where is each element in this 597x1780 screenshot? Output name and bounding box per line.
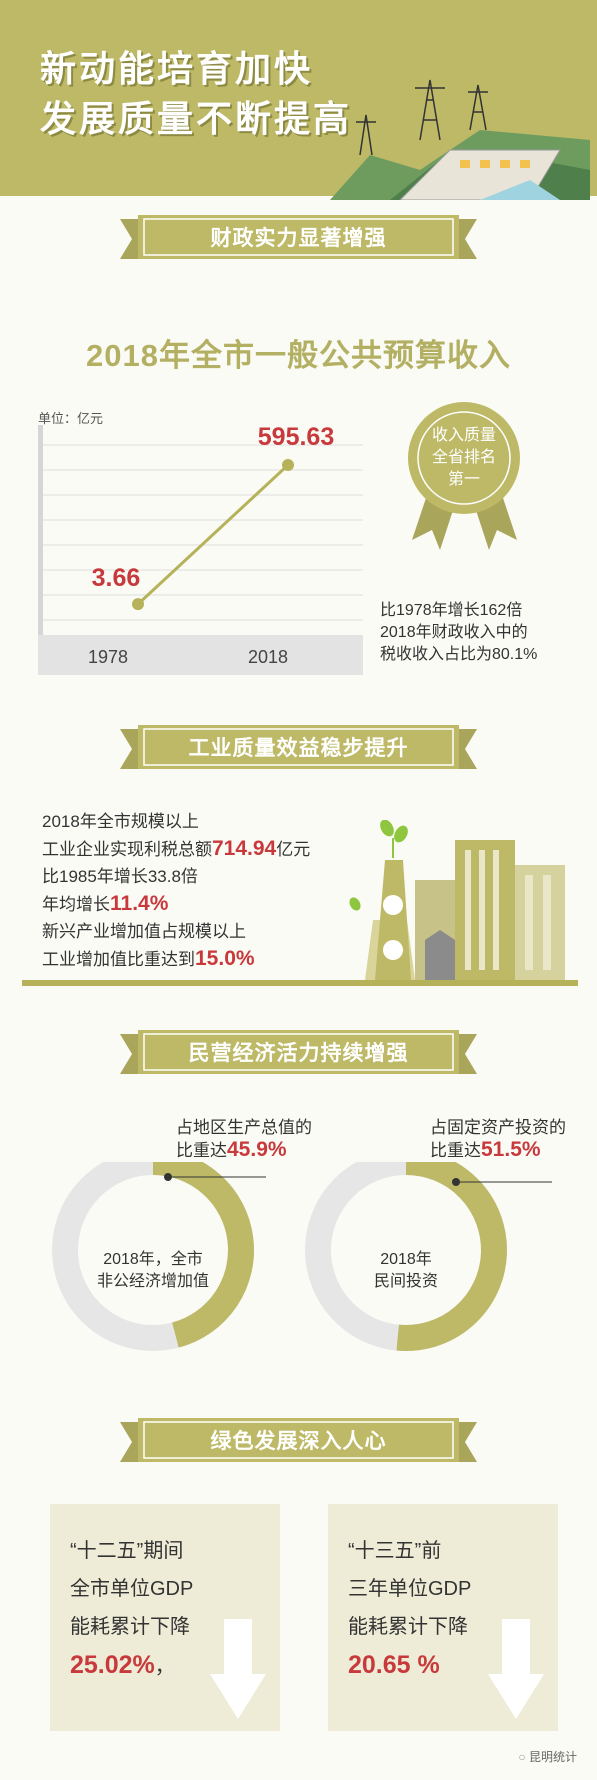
factory-illustration bbox=[349, 820, 565, 980]
section2-baseline bbox=[22, 980, 578, 986]
section4-banner: 绿色发展深入人心 bbox=[120, 1418, 477, 1466]
donut1-center-label: 2018年，全市 非公经济增加值 bbox=[73, 1249, 233, 1293]
section2-banner-label: 工业质量效益稳步提升 bbox=[188, 737, 409, 760]
card1-line3: 能耗累计下降 bbox=[70, 1616, 190, 1638]
donut2-center-line2: 民间投资 bbox=[373, 1273, 438, 1290]
card2-line3: 能耗累计下降 bbox=[348, 1616, 468, 1638]
donut1-value: 45.9% bbox=[227, 1138, 287, 1161]
card2-value: 20.65 % bbox=[348, 1651, 440, 1679]
section2-banner: 工业质量效益稳步提升 bbox=[120, 725, 477, 773]
note-line3: 税收收入占比为80.1% bbox=[380, 646, 538, 663]
donut2-chart bbox=[305, 1162, 552, 1351]
chart-unit-label: 单位：亿元 bbox=[38, 411, 104, 426]
value-label-1978: 3.66 bbox=[92, 564, 141, 592]
card1-line2: 全市单位GDP bbox=[70, 1578, 194, 1600]
donut1-caption-line2: 比重达45.9% bbox=[176, 1138, 287, 1161]
card1-value-row: 25.02%， bbox=[70, 1651, 175, 1679]
industry-line5: 新兴产业增加值占规模以上 bbox=[42, 922, 246, 941]
wechat-icon: ○ bbox=[518, 1750, 526, 1764]
donut2-arc bbox=[396, 1162, 507, 1351]
card2-value-row: 20.65 % bbox=[348, 1646, 471, 1686]
donut1-caption-line1: 占地区生产总值的 bbox=[176, 1118, 312, 1137]
header-title-line1: 新动能培育加快 bbox=[40, 48, 314, 89]
card1-line1: “十二五”期间 bbox=[70, 1540, 184, 1562]
industry-line3: 比1985年增长33.8倍 bbox=[42, 867, 198, 886]
donut2-center-label: 2018年 民间投资 bbox=[326, 1249, 486, 1293]
donut1-caption: 占地区生产总值的 比重达45.9% bbox=[176, 1117, 312, 1162]
section3-banner: 民营经济活力持续增强 bbox=[120, 1030, 477, 1078]
note-line1: 比1978年增长162倍 bbox=[380, 602, 523, 619]
revenue-line-chart: 3.66 595.63 1978 2018 bbox=[38, 425, 363, 675]
annual-growth-value: 11.4% bbox=[110, 892, 169, 915]
dam-illustration bbox=[330, 79, 590, 200]
down-arrow-icon bbox=[210, 1619, 266, 1719]
section1-title: 2018年全市一般公共预算收入 bbox=[86, 338, 511, 373]
donut1-center-line1: 2018年，全市 bbox=[103, 1251, 203, 1268]
industry-line2: 工业企业实现利税总额714.94亿元 bbox=[42, 837, 311, 860]
revenue-note: 比1978年增长162倍 2018年财政收入中的 税收收入占比为80.1% bbox=[380, 600, 537, 666]
donut1-arc bbox=[152, 1162, 254, 1348]
donut2-caption-line2: 比重达51.5% bbox=[430, 1138, 541, 1161]
emerging-share-value: 15.0% bbox=[195, 947, 255, 970]
card2-line1: “十三五”前 bbox=[348, 1540, 442, 1562]
badge-line3: 第一 bbox=[448, 470, 480, 488]
industry-line6: 工业增加值比重达到15.0% bbox=[42, 947, 255, 970]
industry-line1: 2018年全市规模以上 bbox=[42, 812, 199, 831]
donut1-chart bbox=[52, 1162, 266, 1351]
donut2-value: 51.5% bbox=[481, 1138, 541, 1161]
footer-brand-label: 昆明统计 bbox=[528, 1750, 577, 1764]
donut1-center-line2: 非公经济增加值 bbox=[96, 1273, 209, 1290]
ranking-badge: 收入质量 全省排名 第一 bbox=[408, 402, 520, 550]
energy-card-12th: “十二五”期间 全市单位GDP 能耗累计下降 25.02%， bbox=[50, 1504, 280, 1731]
badge-line2: 全省排名 bbox=[432, 448, 496, 466]
header-banner: 新动能培育加快 发展质量不断提高 bbox=[0, 0, 597, 200]
footer-brand: ○ 昆明统计 bbox=[518, 1748, 577, 1765]
section4-banner-label: 绿色发展深入人心 bbox=[210, 1430, 387, 1453]
donut2-center-line1: 2018年 bbox=[380, 1251, 432, 1268]
header-title-line2: 发展质量不断提高 bbox=[40, 98, 353, 139]
industry-text: 2018年全市规模以上 工业企业实现利税总额714.94亿元 比1985年增长3… bbox=[42, 808, 310, 973]
x-tick-2018: 2018 bbox=[248, 647, 288, 667]
section3-banner-label: 民营经济活力持续增强 bbox=[188, 1042, 409, 1065]
data-point-2018 bbox=[282, 459, 294, 471]
section1-banner: 财政实力显著增强 bbox=[120, 215, 477, 263]
energy-card-13th: “十三五”前 三年单位GDP 能耗累计下降 20.65 % bbox=[328, 1504, 558, 1731]
badge-line1: 收入质量 bbox=[432, 426, 496, 444]
x-tick-1978: 1978 bbox=[88, 647, 128, 667]
chart-gridlines bbox=[43, 444, 363, 621]
industry-line4: 年均增长11.4% bbox=[42, 892, 169, 915]
series-line bbox=[136, 463, 290, 606]
value-label-2018: 595.63 bbox=[258, 425, 334, 451]
donut2-caption: 占固定资产投资的 比重达51.5% bbox=[430, 1117, 566, 1162]
donut2-caption-line1: 占固定资产投资的 bbox=[430, 1118, 566, 1137]
section1-banner-label: 财政实力显著增强 bbox=[210, 227, 387, 250]
card1-value: 25.02% bbox=[70, 1651, 155, 1679]
profit-tax-value: 714.94 bbox=[212, 837, 277, 860]
data-point-1978 bbox=[132, 598, 144, 611]
chart-y-axis bbox=[38, 425, 43, 675]
down-arrow-icon bbox=[488, 1619, 544, 1719]
chart-x-band bbox=[38, 635, 363, 675]
note-line2: 2018年财政收入中的 bbox=[380, 624, 528, 641]
card2-line2: 三年单位GDP bbox=[348, 1578, 472, 1600]
